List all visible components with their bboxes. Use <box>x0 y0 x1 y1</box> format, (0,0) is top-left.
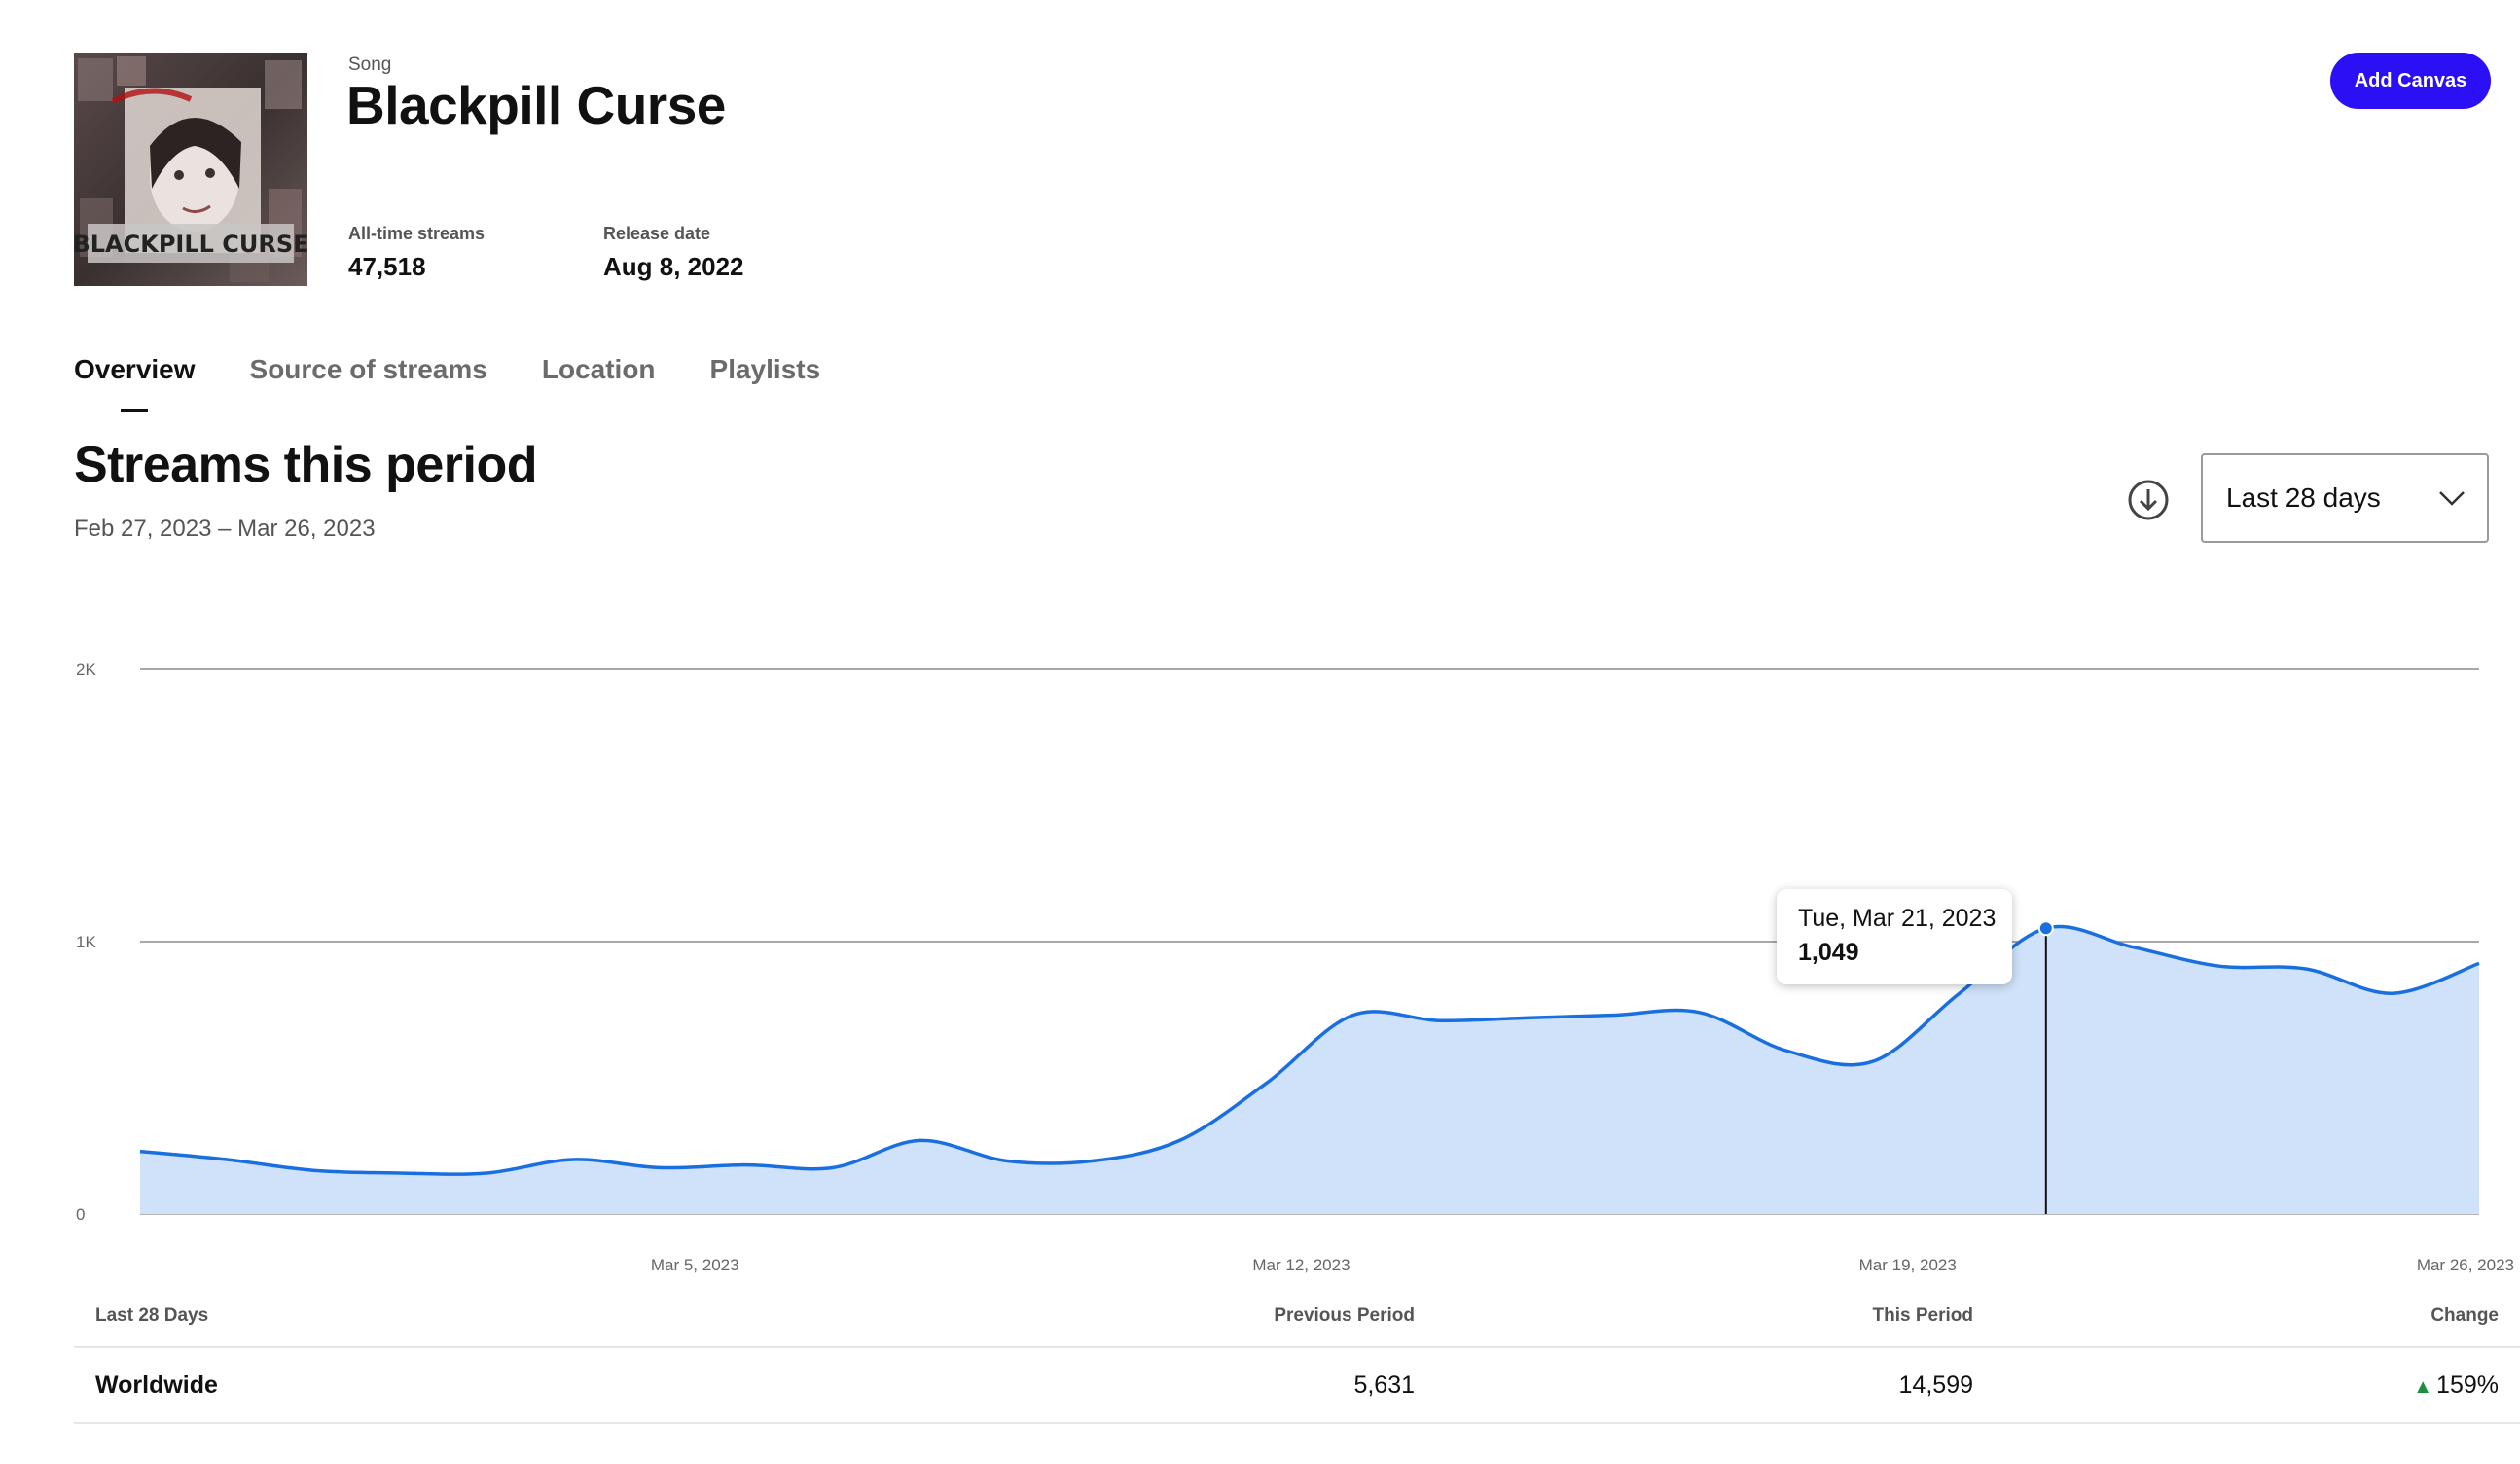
table-row[interactable]: Worldwide 5,631 14,599 ▲ 159% <box>74 1348 2520 1424</box>
release-date-stat: Release date Aug 8, 2022 <box>603 224 744 282</box>
column-header: Previous Period <box>1274 1305 1415 1326</box>
tab-source-of-streams[interactable]: Source of streams <box>249 354 487 384</box>
x-tick-label: Mar 19, 2023 <box>1859 1256 1957 1274</box>
date-range: Feb 27, 2023 – Mar 26, 2023 <box>74 516 376 542</box>
item-kind: Song <box>348 54 392 75</box>
change-value: 159% <box>2436 1372 2499 1399</box>
this-period-cell: 14,599 <box>1898 1372 1973 1399</box>
tab-overview[interactable]: Overview <box>74 354 196 384</box>
change-cell: ▲ 159% <box>2413 1372 2499 1400</box>
tooltip-value: 1,049 <box>1798 939 1859 966</box>
download-icon[interactable] <box>2127 479 2170 521</box>
y-tick-label: 2K <box>76 661 96 679</box>
area-fill <box>140 926 2479 1214</box>
period-select[interactable]: Last 28 days <box>2201 453 2489 543</box>
tab-playlists[interactable]: Playlists <box>709 354 821 384</box>
column-header: Change <box>2430 1305 2499 1326</box>
region-cell: Worldwide <box>95 1372 218 1399</box>
streams-chart: 0 1K 2K Mar 5, 2023 Mar 12, 2023 Mar 19, 202… <box>76 661 2514 1274</box>
section-title: Streams this period <box>74 437 537 493</box>
table-header: Last 28 Days Previous Period This Period… <box>74 1286 2520 1348</box>
add-canvas-button[interactable]: Add Canvas <box>2330 53 2491 109</box>
trend-up-icon: ▲ <box>2413 1376 2433 1398</box>
song-title: Blackpill Curse <box>346 75 726 135</box>
stat-value: Aug 8, 2022 <box>603 252 744 281</box>
column-header: Last 28 Days <box>95 1305 209 1326</box>
series-line <box>139 924 2480 1176</box>
x-tick-label: Mar 12, 2023 <box>1252 1256 1350 1274</box>
column-header: This Period <box>1872 1305 1973 1326</box>
x-tick-label: Mar 26, 2023 <box>2417 1256 2514 1274</box>
chart-tooltip: Tue, Mar 21, 2023 1,049 <box>1777 889 2012 984</box>
stat-label: Release date <box>603 224 711 243</box>
stat-value: 47,518 <box>348 252 426 281</box>
tooltip-date: Tue, Mar 21, 2023 <box>1798 905 1997 932</box>
period-select-value: Last 28 days <box>2226 482 2381 513</box>
x-tick-label: Mar 5, 2023 <box>651 1256 739 1274</box>
hover-point[interactable] <box>2037 920 2054 937</box>
previous-period-cell: 5,631 <box>1353 1372 1415 1399</box>
tab-bar: Overview Source of streams Location Play… <box>74 354 875 385</box>
stat-label: All-time streams <box>348 224 486 243</box>
y-tick-label: 0 <box>76 1205 85 1224</box>
streams-table: Last 28 Days Previous Period This Period… <box>74 1286 2520 1424</box>
all-time-streams-stat: All-time streams 47,518 <box>348 224 485 282</box>
y-tick-label: 1K <box>76 933 96 951</box>
tab-location[interactable]: Location <box>541 354 656 384</box>
cover-art: BLACKPILL CURSE <box>74 53 307 286</box>
chevron-down-icon <box>2439 491 2465 506</box>
svg-text:BLACKPILL CURSE: BLACKPILL CURSE <box>74 231 307 258</box>
